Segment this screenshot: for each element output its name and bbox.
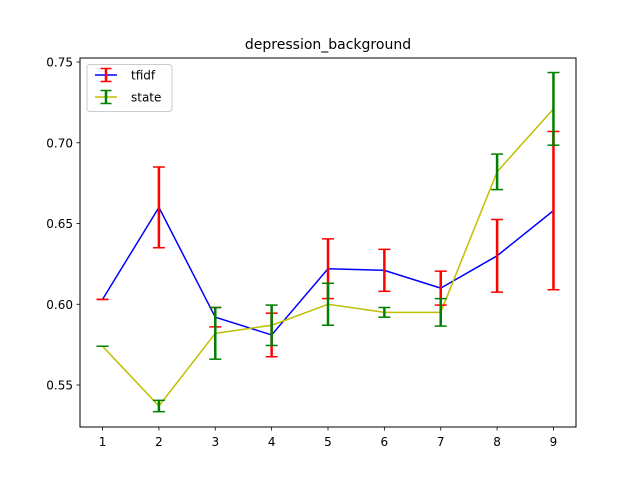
legend-entry-state: state — [95, 89, 161, 105]
errorbar-tfidf — [378, 248, 391, 293]
x-tick-label: 1 — [99, 435, 107, 449]
errorbar-tfidf — [491, 218, 504, 293]
x-axis: 1 2 3 4 5 6 7 8 9 — [99, 427, 558, 449]
legend: tfidf state — [86, 64, 173, 112]
errorbar-state — [547, 71, 560, 146]
x-tick-label: 8 — [493, 435, 501, 449]
errorbar-state — [322, 282, 334, 327]
errorbar-state — [209, 306, 222, 360]
x-tick-label: 7 — [437, 435, 445, 449]
y-tick-label: 0.60 — [46, 298, 73, 312]
y-tick-label: 0.55 — [46, 379, 73, 393]
errorbar-state — [491, 153, 504, 191]
chart-title: depression_background — [245, 37, 411, 53]
x-tick-label: 5 — [324, 435, 332, 449]
legend-label: state — [131, 91, 161, 105]
legend-frame — [86, 64, 173, 112]
errorbar-tfidf — [152, 166, 165, 249]
y-tick-label: 0.65 — [46, 217, 73, 231]
x-tick-label: 3 — [211, 435, 219, 449]
y-axis: 0.55 0.60 0.65 0.70 0.75 — [46, 56, 80, 393]
legend-entry-tfidf: tfidf — [95, 67, 156, 83]
errorbar-state — [265, 304, 278, 347]
errorbar-state — [152, 399, 165, 413]
y-tick-label: 0.70 — [46, 136, 73, 150]
x-tick-label: 2 — [155, 435, 163, 449]
errorbar-state — [378, 306, 391, 318]
x-tick-label: 4 — [268, 435, 276, 449]
legend-label: tfidf — [131, 69, 156, 83]
errorbar-state — [434, 297, 447, 327]
y-tick-label: 0.75 — [46, 56, 73, 70]
x-tick-label: 9 — [550, 435, 558, 449]
errorbar-layer — [96, 71, 560, 413]
x-tick-label: 6 — [381, 435, 389, 449]
